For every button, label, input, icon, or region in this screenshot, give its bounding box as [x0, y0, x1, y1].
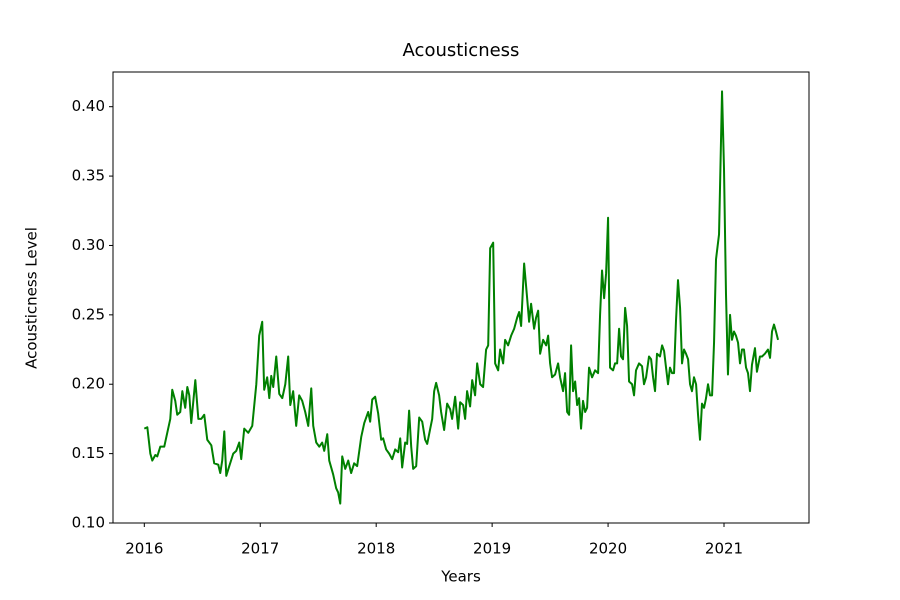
x-tick-label: 2019	[473, 540, 511, 558]
x-tick-label: 2018	[357, 540, 395, 558]
y-tick-label: 0.10	[72, 514, 105, 532]
y-tick-label: 0.15	[72, 444, 105, 462]
chart-title: Acousticness	[403, 40, 520, 61]
data-line	[143, 90, 780, 505]
y-tick-label: 0.35	[72, 167, 105, 185]
x-tick-label: 2021	[705, 540, 743, 558]
y-axis-label: Acousticness Level	[23, 227, 41, 369]
x-axis-label: Years	[440, 568, 481, 586]
plot-frame	[112, 71, 810, 524]
y-tick-label: 0.30	[72, 236, 105, 254]
y-tick-label: 0.25	[72, 305, 105, 323]
x-tick-label: 2016	[125, 540, 163, 558]
y-tick-label: 0.40	[72, 97, 105, 115]
y-tick-label: 0.20	[72, 375, 105, 393]
x-tick-label: 2017	[241, 540, 279, 558]
x-tick-label: 2020	[589, 540, 627, 558]
